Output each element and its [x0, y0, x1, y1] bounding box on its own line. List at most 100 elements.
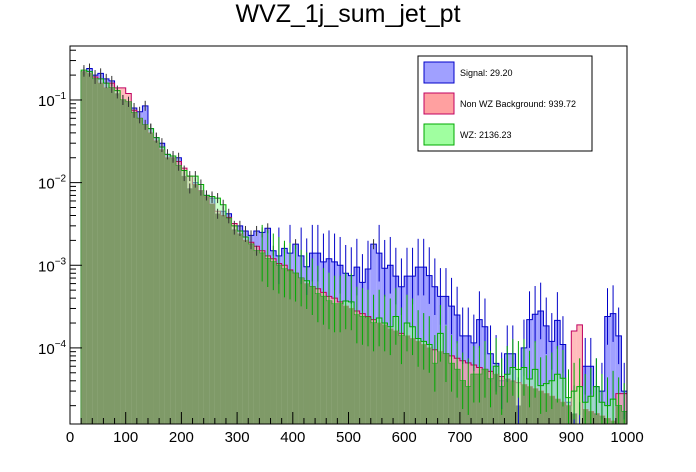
overlap-bar	[510, 380, 516, 424]
overlap-bar	[303, 283, 310, 424]
overlap-bar	[365, 318, 371, 424]
bar-signal	[604, 316, 611, 424]
legend-label: Signal: 29.20	[460, 68, 513, 78]
x-tick-label: 500	[336, 429, 361, 446]
overlap-bar	[97, 83, 104, 424]
x-tick-label: 0	[66, 429, 74, 446]
overlap-bar	[81, 71, 87, 425]
overlap-bar	[326, 300, 332, 424]
overlap-bar	[315, 293, 321, 424]
overlap-bar	[186, 188, 193, 424]
overlap-bar	[120, 99, 126, 424]
legend-label: Non WZ Background: 939.72	[460, 99, 576, 109]
overlap-bar	[415, 341, 421, 424]
legend-swatch	[423, 92, 455, 115]
overlap-bar	[164, 157, 171, 424]
overlap-bar	[331, 303, 338, 424]
x-tick-label: 600	[392, 429, 417, 446]
overlap-bar	[142, 124, 148, 424]
overlap-bar	[214, 213, 221, 424]
overlap-bar	[309, 286, 316, 424]
bar-signal	[610, 313, 616, 424]
x-tick-label: 800	[503, 429, 528, 446]
overlap-bar	[281, 269, 288, 424]
chart-title: WVZ_1j_sum_jet_pt	[235, 0, 460, 28]
y-tick-label: 10−4	[38, 339, 67, 358]
error-bars	[83, 63, 625, 424]
overlap-bar	[159, 149, 165, 425]
overlap-bar	[86, 73, 93, 425]
legend-label: WZ: 2136.23	[460, 130, 512, 140]
overlap-bar	[103, 87, 109, 424]
overlap-bar	[409, 338, 416, 424]
overlap-bar	[320, 296, 327, 424]
overlap-bar	[521, 384, 527, 424]
legend-swatch	[423, 61, 455, 84]
overlap-bar	[276, 265, 282, 424]
overlap-bar	[532, 388, 538, 424]
overlap-bar	[231, 229, 238, 424]
overlap-bar	[264, 258, 271, 424]
overlap-bar	[381, 324, 388, 424]
overlap-bar	[242, 240, 249, 424]
overlap-bar	[153, 140, 160, 424]
overlap-bar	[136, 118, 143, 424]
legend-swatch	[423, 123, 455, 146]
overlap-bar	[108, 87, 115, 424]
overlap-bar	[560, 402, 566, 424]
overlap-bar	[376, 323, 382, 424]
overlap-bar	[593, 413, 600, 424]
overlap-bar	[170, 157, 176, 424]
overlap-bar	[448, 363, 455, 424]
overlap-bar	[420, 344, 427, 424]
y-tick-label: 10−2	[38, 174, 67, 193]
overlap-bar	[398, 335, 405, 424]
overlap-bar	[337, 303, 343, 424]
overlap-bar	[192, 184, 199, 424]
overlap-bar	[225, 218, 232, 424]
overlap-bar	[198, 190, 204, 424]
x-tick-label: 100	[113, 429, 138, 446]
overlap-bar	[253, 250, 260, 424]
overlap-bar	[259, 253, 265, 424]
overlap-bar	[209, 204, 215, 424]
x-tick-label: 900	[559, 429, 584, 446]
overlap-bar	[248, 244, 254, 424]
overlap-bar	[220, 215, 226, 424]
overlap-bar	[92, 78, 98, 425]
overlap-bar	[437, 351, 444, 424]
x-tick-label: 300	[225, 429, 250, 446]
overlap-bar	[549, 396, 555, 424]
overlap-bar	[181, 176, 187, 424]
y-axis: 10−1 10−2 10−3 10−4	[38, 49, 82, 407]
overlap-bar	[404, 335, 410, 424]
overlap-bar	[270, 261, 277, 424]
x-tick-label: 700	[447, 429, 472, 446]
overlap-bar	[354, 315, 360, 424]
overlap-bar	[370, 323, 377, 424]
overlap-bar	[298, 278, 304, 424]
x-tick-label: 400	[280, 429, 305, 446]
x-tick-label: 200	[169, 429, 194, 446]
overlap-bar	[147, 132, 154, 424]
overlap-bar	[131, 112, 137, 424]
x-axis: 0 100 200 300 400 500 600 700 800 900 1000	[66, 412, 644, 446]
overlap-bar	[443, 353, 449, 424]
overlap-bar	[203, 196, 210, 424]
overlap-bar	[125, 101, 132, 425]
overlap-bar	[554, 399, 561, 424]
overlap-bar	[287, 271, 293, 424]
overlap-bar	[292, 273, 299, 424]
overlap-bar	[237, 233, 243, 424]
overlap-bar	[393, 331, 399, 424]
y-tick-label: 10−1	[38, 91, 67, 110]
overlap-bar	[348, 308, 355, 424]
y-tick-label: 10−3	[38, 256, 67, 275]
overlap-bar	[342, 306, 349, 424]
overlap-bar	[432, 363, 438, 424]
overlap-bar	[387, 328, 394, 424]
overlap-bar	[426, 347, 433, 424]
x-tick-label: 1000	[610, 429, 643, 446]
overlap-bar	[114, 93, 121, 424]
